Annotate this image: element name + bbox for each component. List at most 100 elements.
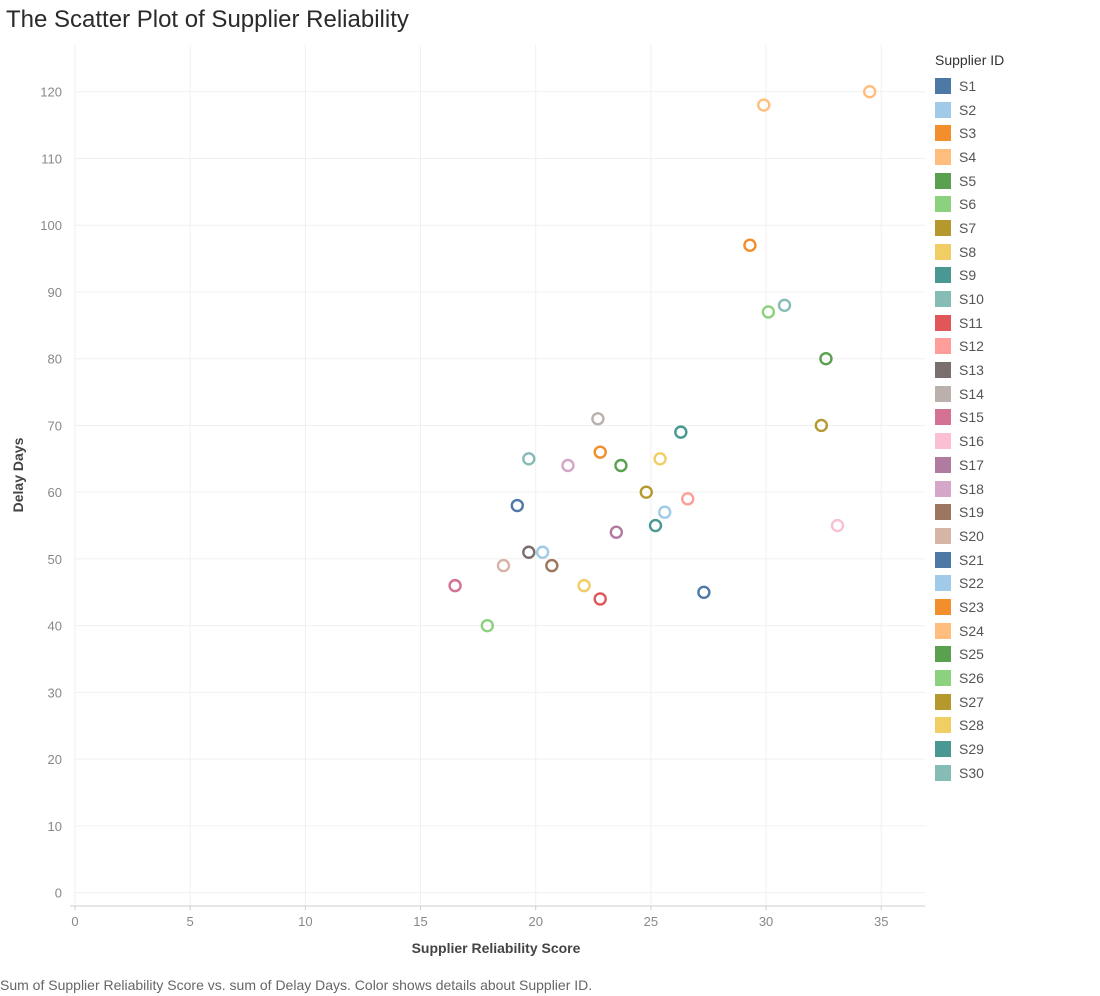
legend-swatch	[935, 575, 951, 592]
legend-label: S27	[959, 693, 984, 710]
legend-item-s22[interactable]: S22	[935, 571, 1004, 595]
legend-item-s8[interactable]: S8	[935, 240, 1004, 264]
legend-item-s14[interactable]: S14	[935, 382, 1004, 406]
point-s13[interactable]	[522, 545, 536, 559]
point-s20[interactable]	[496, 558, 511, 573]
point-s3[interactable]	[593, 445, 607, 459]
legend-item-s1[interactable]: S1	[935, 74, 1004, 98]
legend-label: S13	[959, 362, 984, 379]
point-s21[interactable]	[697, 585, 711, 600]
legend-item-s30[interactable]: S30	[935, 761, 1004, 785]
point-s2[interactable]	[658, 505, 672, 519]
legend-swatch	[935, 77, 951, 94]
point-s19[interactable]	[545, 558, 559, 573]
legend-item-s26[interactable]: S26	[935, 666, 1004, 690]
point-s27[interactable]	[814, 418, 829, 433]
legend-swatch	[935, 291, 951, 308]
point-s30[interactable]	[777, 298, 792, 313]
legend-swatch	[935, 670, 951, 687]
y-tick-label-60: 60	[48, 485, 62, 500]
x-axis-label: Supplier Reliability Score	[412, 940, 581, 956]
point-s1[interactable]	[510, 498, 524, 513]
legend-items: S1 S2 S3 S4 S5 S6 S7 S8 S9 S10 S11 S12 S13 S14 S15 S16 S…	[935, 74, 1004, 785]
legend-swatch	[935, 267, 951, 284]
legend-swatch	[935, 480, 951, 497]
legend-item-s20[interactable]: S20	[935, 524, 1004, 548]
legend: Supplier ID S1 S2 S3 S4 S5 S6 S7 S8 S9 S10 S11 S12 S…	[935, 52, 1004, 785]
point-s7[interactable]	[639, 485, 653, 499]
y-tick-label-70: 70	[48, 418, 62, 433]
grid-lines	[74, 45, 925, 906]
point-s10[interactable]	[522, 452, 536, 466]
legend-label: S6	[959, 196, 977, 213]
legend-label: S24	[959, 622, 984, 639]
point-s18[interactable]	[561, 458, 575, 473]
y-tick-label-40: 40	[48, 619, 62, 634]
point-s12[interactable]	[681, 492, 695, 506]
legend-item-s4[interactable]: S4	[935, 145, 1004, 169]
legend-label: S7	[959, 219, 977, 236]
x-tick-label-5: 5	[187, 914, 194, 929]
point-s6[interactable]	[480, 618, 495, 633]
point-s28[interactable]	[653, 452, 667, 466]
legend-label: S26	[959, 670, 984, 687]
y-tick-label-0: 0	[55, 886, 62, 901]
legend-swatch	[935, 101, 951, 118]
legend-item-s2[interactable]: S2	[935, 98, 1004, 122]
legend-item-s21[interactable]: S21	[935, 548, 1004, 572]
legend-item-s18[interactable]: S18	[935, 477, 1004, 501]
point-s22[interactable]	[535, 545, 550, 559]
legend-item-s12[interactable]: S12	[935, 335, 1004, 359]
legend-swatch	[935, 362, 951, 379]
point-s23[interactable]	[743, 238, 757, 252]
legend-item-s9[interactable]: S9	[935, 264, 1004, 288]
point-s11[interactable]	[593, 592, 607, 606]
legend-swatch	[935, 409, 951, 426]
legend-swatch	[935, 693, 951, 710]
legend-item-s27[interactable]: S27	[935, 690, 1004, 714]
chart-title: The Scatter Plot of Supplier Reliability	[6, 6, 409, 33]
point-s8[interactable]	[577, 578, 591, 593]
legend-item-s3[interactable]: S3	[935, 121, 1004, 145]
point-s9[interactable]	[648, 518, 663, 533]
legend-label: S15	[959, 409, 984, 426]
legend-item-s13[interactable]: S13	[935, 358, 1004, 382]
legend-label: S3	[959, 125, 977, 142]
legend-swatch	[935, 243, 951, 260]
legend-item-s23[interactable]: S23	[935, 595, 1004, 619]
legend-label: S29	[959, 741, 984, 758]
legend-item-s19[interactable]: S19	[935, 500, 1004, 524]
legend-item-s28[interactable]: S28	[935, 714, 1004, 738]
legend-item-s17[interactable]: S17	[935, 453, 1004, 477]
legend-swatch	[935, 338, 951, 355]
legend-item-s7[interactable]: S7	[935, 216, 1004, 240]
legend-swatch	[935, 172, 951, 189]
legend-item-s24[interactable]: S24	[935, 619, 1004, 643]
point-s5[interactable]	[614, 458, 628, 473]
point-s26[interactable]	[761, 305, 776, 319]
legend-swatch	[935, 741, 951, 758]
y-tick-label-120: 120	[40, 85, 62, 100]
point-s14[interactable]	[591, 412, 605, 426]
legend-label: S30	[959, 764, 984, 781]
point-s29[interactable]	[674, 425, 688, 439]
legend-item-s5[interactable]: S5	[935, 169, 1004, 193]
point-s25[interactable]	[819, 351, 833, 366]
legend-swatch	[935, 219, 951, 236]
point-s24[interactable]	[757, 98, 771, 112]
legend-item-s15[interactable]: S15	[935, 406, 1004, 430]
y-tick-label-80: 80	[48, 352, 62, 367]
legend-swatch	[935, 527, 951, 544]
point-s16[interactable]	[830, 518, 845, 533]
legend-item-s11[interactable]: S11	[935, 311, 1004, 335]
legend-item-s25[interactable]: S25	[935, 643, 1004, 667]
legend-label: S12	[959, 338, 984, 355]
legend-item-s6[interactable]: S6	[935, 192, 1004, 216]
legend-item-s10[interactable]: S10	[935, 287, 1004, 311]
point-s4[interactable]	[863, 85, 877, 99]
point-s17[interactable]	[609, 525, 624, 539]
legend-item-s29[interactable]: S29	[935, 737, 1004, 761]
legend-label: S21	[959, 551, 984, 568]
point-s15[interactable]	[448, 578, 462, 593]
legend-item-s16[interactable]: S16	[935, 429, 1004, 453]
